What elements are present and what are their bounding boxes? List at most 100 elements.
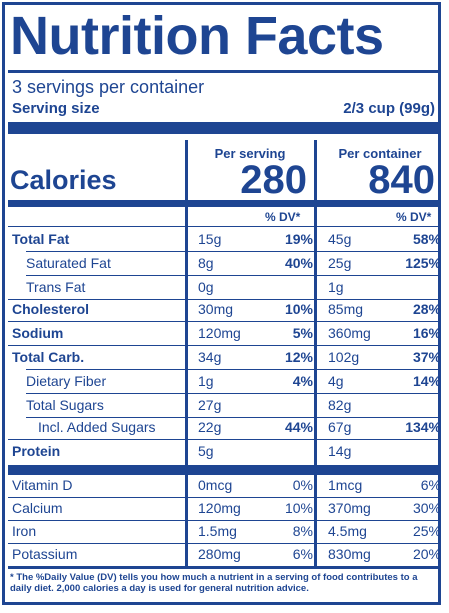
nutrient-row: Saturated Fat 8g 40% 25g 125%: [8, 252, 441, 276]
per-serving-amount: 15g: [198, 231, 222, 247]
per-container-dv: 58%: [412, 231, 441, 247]
per-serving-dv: 44%: [284, 419, 313, 435]
vitamin-name: Calcium: [12, 500, 63, 516]
per-container-amount: 370mg: [328, 500, 371, 516]
label-title: Nutrition Facts: [10, 6, 384, 66]
nutrient-name: Saturated Fat: [26, 255, 111, 271]
column-divider-right: [314, 140, 317, 566]
per-serving-dv: 6%: [292, 546, 313, 562]
vitamin-name: Potassium: [12, 546, 78, 562]
calories-thick-rule: [8, 200, 441, 207]
per-container-dv: 25%: [412, 523, 441, 539]
per-serving-amount: 0g: [198, 279, 214, 295]
vitamin-row: Iron 1.5mg 8% 4.5mg 25%: [8, 520, 441, 544]
per-serving-amount: 1g: [198, 373, 214, 389]
serving-thick-rule: [8, 122, 441, 134]
per-serving-dv: 40%: [284, 255, 313, 271]
per-serving-amount: 34g: [198, 349, 222, 365]
per-serving-label: Per serving: [214, 146, 286, 161]
per-serving-dv: 8%: [292, 523, 313, 539]
per-serving-amount: 22g: [198, 419, 222, 435]
per-container-amount: 4g: [328, 373, 344, 389]
row-divider: [8, 497, 441, 498]
row-divider: [26, 369, 441, 370]
nutrient-name: Sodium: [12, 325, 64, 341]
per-serving-amount: 120mg: [198, 500, 241, 516]
per-container-amount: 360mg: [328, 325, 371, 341]
dv-header-serving: % DV*: [265, 210, 301, 224]
row-divider: [26, 417, 441, 418]
per-container-amount: 82g: [328, 397, 352, 413]
row-divider: [8, 321, 441, 322]
per-serving-dv: 19%: [284, 231, 313, 247]
nutrient-name: Protein: [12, 443, 61, 459]
per-serving-amount: 30mg: [198, 301, 234, 317]
per-container-amount: 25g: [328, 255, 352, 271]
row-divider: [8, 520, 441, 521]
per-container-label: Per container: [338, 146, 422, 161]
serving-size-value: 2/3 cup (99g): [343, 100, 435, 117]
per-serving-amount: 27g: [198, 397, 222, 413]
per-container-dv: 6%: [420, 477, 441, 493]
nutrient-row: Protein 5g 14g: [8, 440, 441, 464]
vitamin-row: Vitamin D 0mcg 0% 1mcg 6%: [8, 474, 441, 498]
per-serving-dv: 10%: [284, 301, 313, 317]
per-container-amount: 1mcg: [328, 477, 363, 493]
row-divider: [8, 543, 441, 544]
per-container-dv: 28%: [412, 301, 441, 317]
nutrient-row: Total Fat 15g 19% 45g 58%: [8, 228, 441, 252]
nutrient-row: Sodium 120mg 5% 360mg 16%: [8, 322, 441, 346]
nutrient-row: Dietary Fiber 1g 4% 4g 14%: [8, 370, 441, 394]
nutrient-name: Total Sugars: [26, 397, 104, 413]
per-container-dv: 14%: [412, 373, 441, 389]
calories-per-container: 840: [368, 158, 435, 202]
vitamin-name: Vitamin D: [12, 477, 73, 493]
nutrient-row: Total Carb. 34g 12% 102g 37%: [8, 346, 441, 370]
nutrient-row: Trans Fat 0g 1g: [8, 276, 441, 300]
per-container-amount: 45g: [328, 231, 352, 247]
per-container-amount: 4.5mg: [328, 523, 367, 539]
per-serving-amount: 120mg: [198, 325, 241, 341]
per-container-amount: 85mg: [328, 301, 364, 317]
per-container-dv: 20%: [412, 546, 441, 562]
vitamin-row: Calcium 120mg 10% 370mg 30%: [8, 497, 441, 521]
nutrient-row: Incl. Added Sugars 22g 44% 67g 134%: [8, 416, 441, 440]
nutrient-name: Dietary Fiber: [26, 373, 107, 389]
per-serving-dv: 0%: [292, 477, 313, 493]
row-divider: [26, 251, 441, 252]
vitamins-thick-rule: [8, 465, 441, 475]
nutrient-name: Total Carb.: [12, 349, 85, 365]
per-serving-amount: 280mg: [198, 546, 241, 562]
nutrient-row: Cholesterol 30mg 10% 85mg 28%: [8, 298, 441, 322]
nutrient-name: Incl. Added Sugars: [38, 419, 156, 435]
nutrient-name: Trans Fat: [26, 279, 86, 295]
title-rule: [8, 70, 441, 73]
nutrient-row: Total Sugars 27g 82g: [8, 394, 441, 418]
per-serving-dv: 5%: [292, 325, 313, 341]
per-container-dv: 37%: [412, 349, 441, 365]
column-divider-left: [185, 140, 188, 566]
dv-header-container: % DV*: [396, 210, 432, 224]
nutrient-name: Cholesterol: [12, 301, 90, 317]
per-serving-amount: 1.5mg: [198, 523, 237, 539]
row-divider: [8, 439, 441, 440]
per-serving-amount: 5g: [198, 443, 214, 459]
per-serving-dv: 10%: [284, 500, 313, 516]
per-serving-amount: 0mcg: [198, 477, 233, 493]
nutrient-name: Total Fat: [12, 231, 70, 247]
vitamin-name: Iron: [12, 523, 37, 539]
footnote-rule: [8, 566, 441, 569]
per-container-dv: 30%: [412, 500, 441, 516]
dv-rule: [8, 226, 441, 227]
per-container-amount: 102g: [328, 349, 360, 365]
per-container-amount: 830mg: [328, 546, 371, 562]
vitamin-row: Potassium 280mg 6% 830mg 20%: [8, 543, 441, 567]
row-divider: [26, 393, 441, 394]
calories-label: Calories: [10, 165, 117, 195]
dv-footnote: * The %Daily Value (DV) tells you how mu…: [10, 572, 418, 594]
per-container-amount: 14g: [328, 443, 352, 459]
row-divider: [26, 275, 441, 276]
per-serving-dv: 12%: [284, 349, 313, 365]
per-container-amount: 67g: [328, 419, 352, 435]
per-container-amount: 1g: [328, 279, 344, 295]
